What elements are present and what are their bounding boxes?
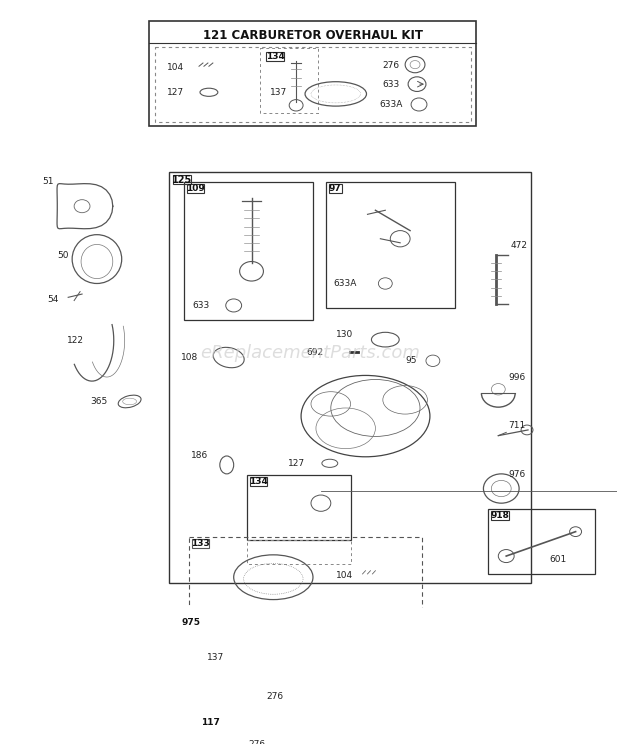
Text: 633A: 633A xyxy=(379,100,403,109)
FancyBboxPatch shape xyxy=(192,539,210,548)
Bar xyxy=(326,182,454,308)
Text: 122: 122 xyxy=(67,336,84,345)
FancyBboxPatch shape xyxy=(182,618,200,627)
Text: 117: 117 xyxy=(202,718,220,727)
Text: 104: 104 xyxy=(167,63,184,72)
Text: 137: 137 xyxy=(207,653,224,662)
Bar xyxy=(179,615,437,711)
Text: 104: 104 xyxy=(336,571,353,580)
Bar xyxy=(149,21,477,126)
Text: 633: 633 xyxy=(192,301,210,310)
Bar xyxy=(184,182,313,320)
FancyBboxPatch shape xyxy=(187,185,205,193)
Text: 711: 711 xyxy=(508,421,526,430)
Text: 601: 601 xyxy=(550,555,567,564)
Text: 125: 125 xyxy=(172,175,192,185)
Bar xyxy=(189,536,422,610)
Text: 692: 692 xyxy=(306,348,323,357)
Text: 365: 365 xyxy=(90,397,107,406)
Bar xyxy=(247,475,351,540)
FancyBboxPatch shape xyxy=(173,176,190,185)
FancyBboxPatch shape xyxy=(202,718,219,727)
Text: 276: 276 xyxy=(267,693,283,702)
FancyBboxPatch shape xyxy=(329,185,342,193)
Text: 186: 186 xyxy=(191,451,208,460)
Bar xyxy=(260,48,318,113)
Bar xyxy=(489,509,595,574)
Text: 134: 134 xyxy=(249,477,268,486)
Text: 97: 97 xyxy=(329,185,342,193)
FancyBboxPatch shape xyxy=(249,477,267,486)
Text: 130: 130 xyxy=(336,330,353,339)
Text: 472: 472 xyxy=(510,241,527,250)
Bar xyxy=(247,540,351,564)
Text: 95: 95 xyxy=(405,356,417,365)
Text: 108: 108 xyxy=(181,353,198,362)
Text: 996: 996 xyxy=(508,373,526,382)
Text: 633: 633 xyxy=(383,80,400,89)
Text: 121 CARBURETOR OVERHAUL KIT: 121 CARBURETOR OVERHAUL KIT xyxy=(203,29,423,42)
FancyBboxPatch shape xyxy=(267,51,284,60)
Text: 975: 975 xyxy=(181,618,200,627)
Text: 976: 976 xyxy=(508,470,526,479)
Text: 133: 133 xyxy=(192,539,210,548)
Text: 134: 134 xyxy=(265,51,285,60)
Text: 54: 54 xyxy=(47,295,59,304)
Text: eReplacementParts.com: eReplacementParts.com xyxy=(200,344,420,362)
Text: 109: 109 xyxy=(187,185,205,193)
FancyBboxPatch shape xyxy=(492,511,508,520)
Text: 127: 127 xyxy=(167,88,184,97)
Bar xyxy=(156,47,471,121)
Text: 276: 276 xyxy=(249,740,266,744)
Text: 137: 137 xyxy=(270,88,288,97)
Text: 633A: 633A xyxy=(334,279,357,288)
Bar xyxy=(169,172,531,583)
Text: 276: 276 xyxy=(383,61,399,70)
Bar xyxy=(199,716,363,744)
Text: 127: 127 xyxy=(288,459,305,468)
Text: 50: 50 xyxy=(57,251,69,260)
Text: 51: 51 xyxy=(42,177,54,186)
Text: 918: 918 xyxy=(490,511,510,520)
